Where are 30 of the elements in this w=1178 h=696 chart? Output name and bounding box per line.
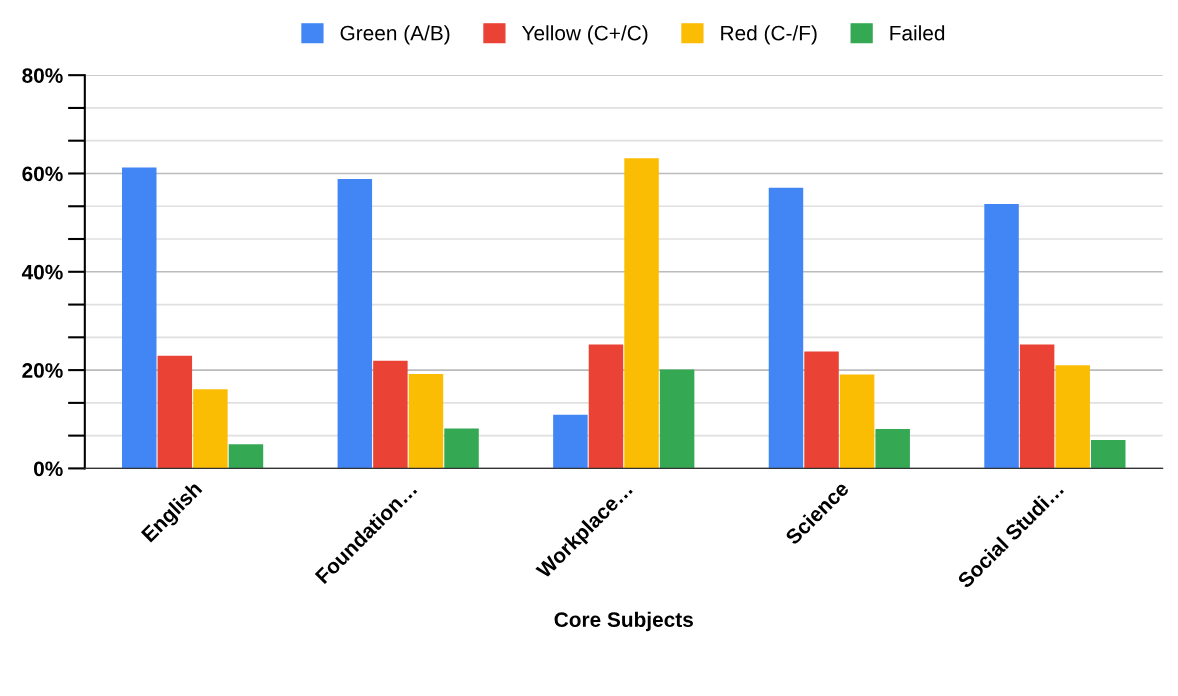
y-tick-label: 20% xyxy=(22,363,63,378)
bar xyxy=(839,374,875,469)
bar xyxy=(875,429,910,469)
y-tick-label: 0% xyxy=(34,461,63,477)
bar xyxy=(193,389,228,469)
bar xyxy=(228,444,264,469)
bar xyxy=(122,167,157,469)
bar xyxy=(373,360,408,469)
bar xyxy=(624,158,659,469)
bar xyxy=(337,178,373,469)
bar xyxy=(588,344,624,469)
bar xyxy=(1055,365,1090,469)
bar xyxy=(1091,439,1126,469)
legend-label: Yellow (C+/C) xyxy=(521,25,648,45)
y-tick-label: 40% xyxy=(21,264,63,280)
bar xyxy=(768,187,804,469)
bar xyxy=(804,351,839,469)
bar xyxy=(1019,344,1055,469)
legend-label: Green (A/B) xyxy=(340,25,450,45)
bar xyxy=(157,355,193,469)
legend-label: Failed xyxy=(890,25,945,41)
bar xyxy=(444,428,479,469)
y-tick-label: 80% xyxy=(22,68,63,83)
bar xyxy=(408,374,444,469)
legend-label: Red (C-/F) xyxy=(721,25,817,45)
y-tick-label: 60% xyxy=(22,166,63,182)
x-axis-title: Core Subjects xyxy=(554,611,693,632)
bar xyxy=(553,414,588,469)
bar xyxy=(984,203,1019,469)
bar xyxy=(659,369,695,469)
